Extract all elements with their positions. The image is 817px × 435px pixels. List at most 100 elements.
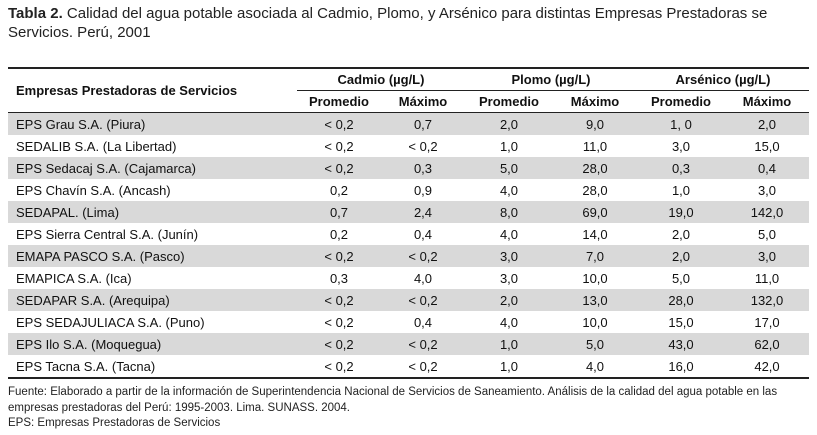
footnote-abbreviation: EPS: Empresas Prestadoras de Servicios — [8, 417, 221, 429]
table-cell: 2,0 — [637, 223, 725, 245]
subheader-maximo: Máximo — [725, 90, 809, 113]
table-cell: < 0,2 — [381, 245, 465, 267]
table-cell: 1,0 — [465, 355, 553, 379]
water-quality-table: Empresas Prestadoras de Servicios Cadmio… — [8, 67, 809, 379]
table-cell: 2,0 — [465, 112, 553, 135]
table-cell: 28,0 — [553, 179, 637, 201]
table-cell: 1,0 — [465, 333, 553, 355]
table-cell: 19,0 — [637, 201, 725, 223]
table-cell: 2,4 — [381, 201, 465, 223]
row-entity-name: SEDAPAL. (Lima) — [8, 201, 297, 223]
table-cell: 4,0 — [465, 311, 553, 333]
table-cell: 0,2 — [297, 179, 381, 201]
table-cell: 2,0 — [725, 112, 809, 135]
table-cell: 142,0 — [725, 201, 809, 223]
table-row: EPS Sierra Central S.A. (Junín) 0,2 0,4 4,0… — [8, 223, 809, 245]
table-cell: 0,3 — [381, 157, 465, 179]
table-row: EMAPA PASCO S.A. (Pasco) < 0,2 < 0,2 3,0 7,0… — [8, 245, 809, 267]
footnote-source-line1: Fuente: Elaborado a partir de la informa… — [8, 386, 778, 398]
group-header-plomo: Plomo (µg/L) — [465, 67, 637, 91]
table-cell: 2,0 — [637, 245, 725, 267]
table-row: SEDALIB S.A. (La Libertad) < 0,2 < 0,2 1,0 1… — [8, 135, 809, 157]
row-entity-name: EPS Sierra Central S.A. (Junín) — [8, 223, 297, 245]
table-cell: 8,0 — [465, 201, 553, 223]
table-cell: 4,0 — [381, 267, 465, 289]
table-cell: 0,9 — [381, 179, 465, 201]
table-cell: < 0,2 — [297, 289, 381, 311]
table-cell: < 0,2 — [297, 245, 381, 267]
table-cell: 14,0 — [553, 223, 637, 245]
table-cell: < 0,2 — [297, 135, 381, 157]
table-row: SEDAPAR S.A. (Arequipa) < 0,2 < 0,2 2,0 13,0… — [8, 289, 809, 311]
table-footnote: Fuente: Elaborado a partir de la informa… — [8, 385, 808, 432]
table-cell: < 0,2 — [297, 311, 381, 333]
table-row: EPS Ilo S.A. (Moquegua) < 0,2 < 0,2 1,0 5,0 4… — [8, 333, 809, 355]
row-entity-name: EPS Sedacaj S.A. (Cajamarca) — [8, 157, 297, 179]
table-cell: < 0,2 — [297, 333, 381, 355]
table-cell: 7,0 — [553, 245, 637, 267]
table-cell: 62,0 — [725, 333, 809, 355]
row-entity-name: EPS Grau S.A. (Piura) — [8, 112, 297, 135]
table-cell: 4,0 — [465, 179, 553, 201]
subheader-maximo: Máximo — [553, 90, 637, 113]
table-cell: 5,0 — [465, 157, 553, 179]
table-cell: 3,0 — [725, 245, 809, 267]
table-cell: 16,0 — [637, 355, 725, 379]
table-cell: 1, 0 — [637, 112, 725, 135]
table-cell: 3,0 — [465, 267, 553, 289]
table-row: EPS Chavín S.A. (Ancash) 0,2 0,9 4,0 28,0 1,0… — [8, 179, 809, 201]
table-cell: < 0,2 — [381, 289, 465, 311]
table-row: SEDAPAL. (Lima) 0,7 2,4 8,0 69,0 19,0 142,0 — [8, 201, 809, 223]
table-cell: 42,0 — [725, 355, 809, 379]
table-cell: 0,7 — [381, 112, 465, 135]
table-cell: 0,4 — [381, 311, 465, 333]
table-cell: 13,0 — [553, 289, 637, 311]
table-cell: 2,0 — [465, 289, 553, 311]
table-cell: < 0,2 — [381, 333, 465, 355]
row-entity-name: EMAPICA S.A. (Ica) — [8, 267, 297, 289]
table-cell: 15,0 — [637, 311, 725, 333]
table-cell: 69,0 — [553, 201, 637, 223]
table-cell: 0,4 — [725, 157, 809, 179]
table-cell: 11,0 — [553, 135, 637, 157]
table-cell: 5,0 — [725, 223, 809, 245]
entity-column-header: Empresas Prestadoras de Servicios — [8, 67, 297, 113]
table-cell: 9,0 — [553, 112, 637, 135]
table-row: EMAPICA S.A. (Ica) 0,3 4,0 3,0 10,0 5,0 11,0 — [8, 267, 809, 289]
subheader-promedio: Promedio — [465, 90, 553, 113]
table-cell: 15,0 — [725, 135, 809, 157]
caption-label: Tabla 2. — [8, 5, 63, 22]
table-cell: 1,0 — [465, 135, 553, 157]
table-cell: 11,0 — [725, 267, 809, 289]
table-cell: 1,0 — [637, 179, 725, 201]
table-cell: 0,3 — [637, 157, 725, 179]
subheader-promedio: Promedio — [637, 90, 725, 113]
table-cell: 0,7 — [297, 201, 381, 223]
table-cell: < 0,2 — [297, 355, 381, 379]
row-entity-name: EPS Tacna S.A. (Tacna) — [8, 355, 297, 379]
table-cell: 3,0 — [725, 179, 809, 201]
table-cell: 3,0 — [465, 245, 553, 267]
table-row: EPS SEDAJULIACA S.A. (Puno) < 0,2 0,4 4,0 10… — [8, 311, 809, 333]
table-cell: 4,0 — [465, 223, 553, 245]
row-entity-name: EPS SEDAJULIACA S.A. (Puno) — [8, 311, 297, 333]
subheader-maximo: Máximo — [381, 90, 465, 113]
table-cell: 3,0 — [637, 135, 725, 157]
caption-text: Calidad del agua potable asociada al Cad… — [8, 5, 768, 41]
table-cell: < 0,2 — [297, 112, 381, 135]
table-cell: 28,0 — [553, 157, 637, 179]
table-cell: 10,0 — [553, 311, 637, 333]
row-entity-name: EMAPA PASCO S.A. (Pasco) — [8, 245, 297, 267]
table-cell: < 0,2 — [381, 135, 465, 157]
table-cell: 17,0 — [725, 311, 809, 333]
group-header-arsenico: Arsénico (µg/L) — [637, 67, 809, 91]
table-cell: 5,0 — [553, 333, 637, 355]
table-cell: 0,2 — [297, 223, 381, 245]
table-cell: 28,0 — [637, 289, 725, 311]
subheader-promedio: Promedio — [297, 90, 381, 113]
table-cell: 10,0 — [553, 267, 637, 289]
group-header-cadmio: Cadmio (µg/L) — [297, 67, 465, 91]
row-entity-name: EPS Ilo S.A. (Moquegua) — [8, 333, 297, 355]
